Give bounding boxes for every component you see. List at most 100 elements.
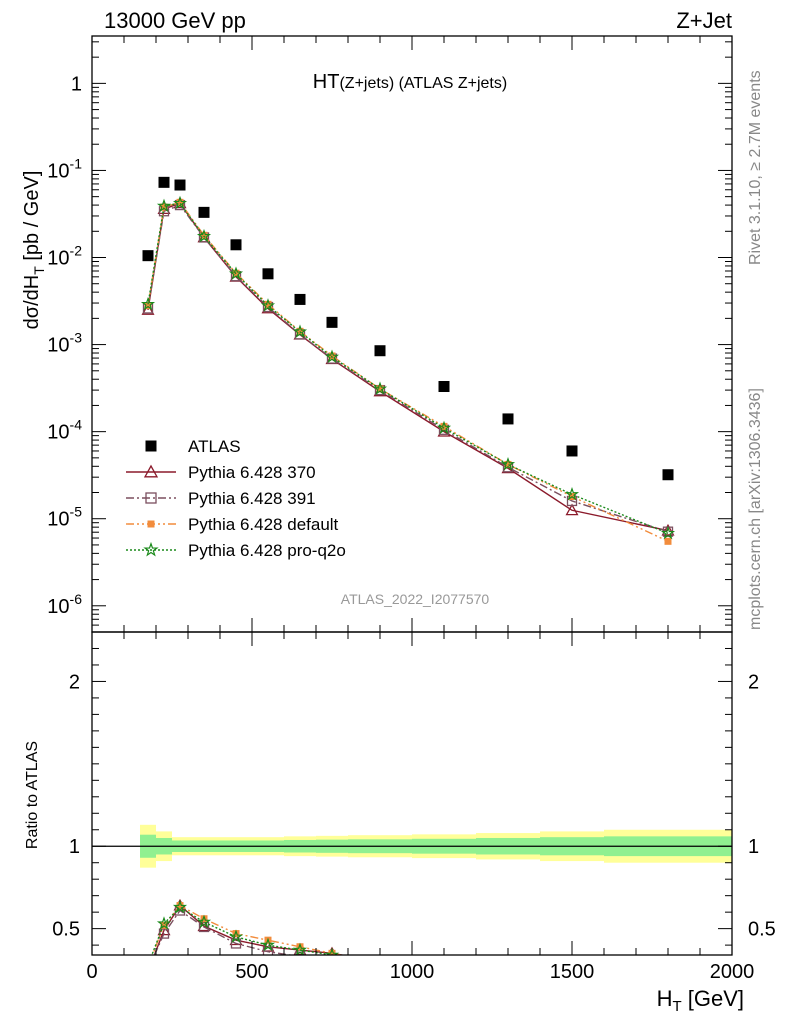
x-tick-label: 1000 [390,961,435,983]
data-point [200,231,208,239]
ratio-point [143,959,154,969]
analysis-id: ATLAS_2022_I2077570 [341,591,490,607]
data-point [500,457,516,471]
ratio-point [328,957,337,966]
data-point [438,381,450,393]
ratio-point [504,977,513,986]
data-point [565,503,579,516]
y-tick-label: 10-1 [47,155,82,182]
ratio-point [505,975,512,982]
data-point [326,316,338,328]
data-point [292,324,308,338]
y-tick-label: 10-3 [47,330,82,357]
ratio-band-layer [92,824,732,868]
ratio-series-2 [144,905,577,992]
data-point [372,381,388,395]
legend-label: Pythia 6.428 default [188,515,339,534]
ratio-point [324,947,340,955]
legend-marker [143,541,159,557]
series-4 [140,195,676,540]
data-point [158,176,170,188]
data-point [328,352,336,360]
x-axis-label: HT [GeV] [657,986,744,1015]
axes-layer: 0 500 1000 1500 2000 10-6 10-5 10-4 10-3 10-2 10-1… [47,35,776,983]
ratio-point [328,949,336,955]
y-tick-label: 10-2 [47,243,82,270]
series-1 [141,196,675,536]
ratio-tick-label-right: 0.5 [748,919,776,941]
ratio-point [375,958,386,968]
legend-marker [147,520,155,528]
ratio-point [145,963,152,970]
ratio-point [503,973,514,983]
side-label-rivet: Rivet 3.1.10, ≥ 2.7M events [747,70,764,265]
ratio-layer [143,898,577,992]
ratio-series-4 [143,899,450,976]
ratio-point [379,954,381,955]
data-point [294,293,306,305]
ratio-series-3 [145,902,576,990]
data-point [566,445,578,457]
data-point [141,303,155,315]
ratio-frame [91,631,733,956]
ratio-line [151,906,337,955]
x-tick-label: 2000 [710,961,755,983]
data-point [660,525,676,540]
y-axis-label: dσ/dHT [pb / GeV] [21,171,47,330]
ratio-tick-label-right: 2 [748,671,759,693]
legend-marker [143,464,159,478]
header-right: Z+Jet [676,8,732,33]
ratio-point [200,915,208,923]
ratio-point [260,937,276,952]
legend: ATLAS Pythia 6.428 370 Pythia 6.428 391 Pyt… [126,437,346,560]
data-point [174,179,186,191]
data-point [440,422,448,430]
ratio-point [232,930,240,938]
ratio-point [439,964,450,974]
ratio-point [440,970,449,979]
ratio-point [156,916,172,930]
legend-label: Pythia 6.428 370 [188,463,316,482]
ratio-tick-label-left: 0.5 [52,919,80,941]
series-0 [142,176,674,481]
legend-entry: ATLAS [145,437,241,456]
data-point [160,203,168,211]
data-point [196,228,212,243]
data-point [144,302,152,310]
ratio-point [377,958,384,965]
legend-label: Pythia 6.428 pro-q2o [188,541,346,560]
ratio-point [439,966,450,976]
header-left: 13000 GeV pp [104,8,246,33]
x-tick-label: 500 [235,961,268,983]
ratio-point [569,983,576,990]
legend-marker [145,440,157,452]
ratio-point [198,921,210,933]
x-tick-label: 1500 [550,961,595,983]
data-point [662,469,674,481]
ratio-series-1 [143,898,514,983]
ratio-point [196,914,212,929]
ratio-point [143,966,154,976]
plot-title: HT(Z+jets) (ATLAS Z+jets) [313,71,507,93]
main-layer [140,176,676,545]
ratio-point [292,942,308,955]
y-tick-label: 1 [71,73,82,95]
ratio-y-axis-label: Ratio to ATLAS [24,741,41,849]
data-point [172,195,188,210]
ratio-point [568,983,577,992]
data-point [228,266,244,280]
data-point [374,345,386,357]
ratio-tick-label-right: 1 [748,836,759,858]
ratio-tick-label-left: 1 [69,836,80,858]
ratio-point [144,965,153,974]
data-point [504,460,512,468]
ratio-point [296,943,304,951]
ratio-point [376,964,385,973]
series-line [147,204,669,533]
legend-marker [145,492,157,504]
legend-entry: Pythia 6.428 pro-q2o [126,541,346,560]
ratio-point [172,899,188,914]
side-label-mcplots: mcplots.cern.ch [arXiv:1306.3436] [747,388,764,630]
data-point [564,486,580,501]
